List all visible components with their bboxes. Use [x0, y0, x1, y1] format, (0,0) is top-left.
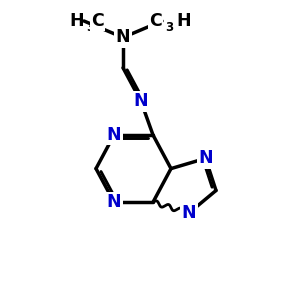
Text: N: N: [116, 28, 130, 46]
Text: N: N: [182, 204, 196, 222]
Text: H: H: [176, 12, 191, 30]
Text: C: C: [149, 12, 162, 30]
Text: N: N: [134, 92, 148, 110]
Text: N: N: [107, 193, 121, 211]
Text: N: N: [107, 126, 121, 144]
Text: N: N: [198, 149, 213, 167]
Text: C: C: [91, 12, 104, 30]
Text: H: H: [69, 12, 84, 30]
Text: 3: 3: [165, 21, 173, 34]
Text: 3: 3: [86, 21, 94, 34]
